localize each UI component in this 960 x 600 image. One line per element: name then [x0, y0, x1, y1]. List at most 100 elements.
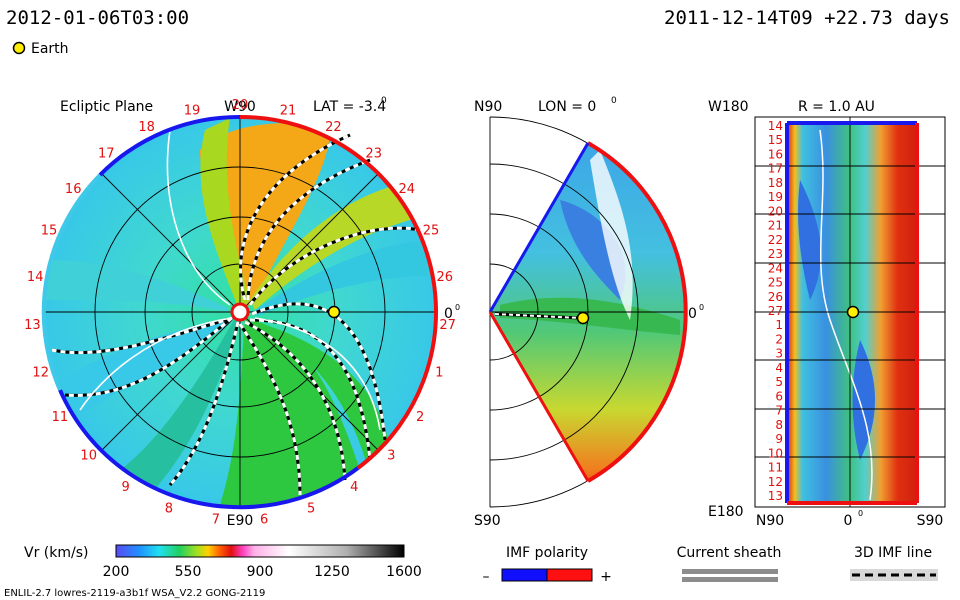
- ecliptic-lat: LAT = -3.4: [313, 99, 386, 115]
- rmap-xtick-0: 0: [844, 513, 853, 529]
- meridional-bottom-label: S90: [474, 513, 501, 529]
- rmap-y-tick-label: 14: [768, 119, 783, 133]
- rmap-bottom-label: E180: [708, 504, 744, 520]
- colorbar-tick-200: 200: [103, 564, 130, 580]
- ecliptic-imf-lines: [51, 133, 421, 496]
- meridional-right-degree: 0: [699, 303, 704, 312]
- imf-line-title: 3D IMF line: [854, 545, 932, 561]
- rmap-y-tick-label: 12: [768, 475, 783, 489]
- ecliptic-bottom-label: E90: [227, 513, 254, 529]
- current-sheath-swatch-2: [682, 577, 778, 582]
- imf-polarity-neg: –: [483, 569, 490, 585]
- rmap-y-tick-label: 26: [768, 290, 783, 304]
- ecliptic-current-sheath: [79, 129, 381, 431]
- rmap-y-tick-label: 22: [768, 233, 783, 247]
- rmap-y-tick-label: 13: [768, 489, 783, 503]
- ecliptic-sector-label: 3: [387, 449, 395, 464]
- ecliptic-sector-label: 21: [280, 104, 297, 119]
- rmap-y-tick-label: 5: [775, 375, 783, 389]
- rmap-y-tick-label: 8: [775, 418, 783, 432]
- r-map-panel: R = 1.0 AU W180 E180 1415161718192021222…: [708, 99, 946, 529]
- rmap-y-tick-label: 1: [775, 318, 783, 332]
- ecliptic-sector-label: 18: [138, 120, 155, 135]
- meridional-lon: LON = 0: [538, 99, 596, 115]
- earth-legend-icon: [12, 41, 26, 55]
- sun-inner-boundary: [230, 302, 250, 322]
- ecliptic-sector-label: 12: [32, 366, 49, 381]
- ecliptic-sector-label: 8: [165, 502, 173, 517]
- ecliptic-rim-polarity: [41, 114, 438, 510]
- colorbar-tick-900: 900: [247, 564, 274, 580]
- ecliptic-title: Ecliptic Plane: [60, 99, 153, 115]
- imf-polarity-pos-swatch: [546, 568, 593, 582]
- ecliptic-sector-label: 5: [307, 502, 315, 517]
- ecliptic-sector-label: 6: [260, 513, 268, 528]
- current-sheath-swatch-1: [682, 569, 778, 574]
- ecliptic-sector-label: 23: [365, 147, 382, 162]
- colorbar-tick-1600: 1600: [386, 564, 422, 580]
- imf-polarity-pos: +: [600, 569, 612, 585]
- run-info: 2011-12-14T09 +22.73 days: [664, 7, 950, 29]
- ecliptic-lat-degree: 0: [381, 96, 387, 106]
- colorbar-tick-1250: 1250: [314, 564, 350, 580]
- rmap-y-tick-label: 24: [768, 261, 783, 275]
- meridional-right-label: 0: [688, 306, 697, 322]
- rmap-xtick-n90: N90: [756, 513, 784, 529]
- rmap-y-tick-label: 23: [768, 247, 783, 261]
- earth-marker-meridional: [576, 311, 590, 325]
- meridional-rim: [587, 141, 688, 483]
- earth-legend-label: Earth: [31, 41, 69, 57]
- ecliptic-sector-label: 10: [80, 449, 97, 464]
- current-sheath-title: Current sheath: [677, 545, 782, 561]
- meridional-lon-degree: 0: [611, 96, 617, 106]
- earth-marker-ecliptic: [327, 305, 341, 319]
- ecliptic-right-label: 0: [444, 306, 453, 322]
- colorbar-gradient: [115, 544, 405, 558]
- imf-polarity-neg-swatch: [501, 568, 548, 582]
- imf-polarity-legend: IMF polarity – +: [483, 545, 612, 585]
- rmap-xtick-0-degree: 0: [858, 509, 863, 518]
- ecliptic-sector-label: 1: [435, 366, 443, 381]
- ecliptic-sector-label: 26: [437, 270, 454, 285]
- colorbar-label: Vr (km/s): [24, 545, 88, 561]
- ecliptic-sector-label: 9: [122, 480, 130, 495]
- ecliptic-sector-label: 15: [41, 224, 58, 239]
- ecliptic-sector-label: 25: [423, 224, 440, 239]
- rmap-y-tick-label: 9: [775, 432, 783, 446]
- timestamp: 2012-01-06T03:00: [6, 7, 189, 29]
- rmap-top-label: W180: [708, 99, 749, 115]
- ecliptic-sector-label: 14: [27, 270, 44, 285]
- rmap-y-tick-label: 15: [768, 133, 783, 147]
- colorbar: Vr (km/s) 200 550 900 1250 1600: [24, 544, 422, 580]
- ecliptic-sector-label: 16: [65, 182, 82, 197]
- ecliptic-sector-label: 27: [439, 318, 456, 333]
- meridional-top-label: N90: [474, 99, 502, 115]
- ecliptic-sector-label: 11: [52, 410, 69, 425]
- earth-marker-rmap: [846, 305, 860, 319]
- ecliptic-sector-label: 7: [212, 513, 220, 528]
- rmap-y-tick-label: 18: [768, 176, 783, 190]
- ecliptic-top-label: W90: [224, 99, 256, 115]
- rmap-y-tick-label: 11: [768, 461, 783, 475]
- colorbar-tick-550: 550: [175, 564, 202, 580]
- rmap-y-tick-label: 2: [775, 333, 783, 347]
- rmap-y-tick-label: 25: [768, 276, 783, 290]
- ecliptic-right-degree: 0: [455, 303, 460, 312]
- rmap-xtick-s90: S90: [917, 513, 944, 529]
- ecliptic-sector-label: 17: [98, 147, 115, 162]
- rmap-y-tick-label: 10: [768, 446, 783, 460]
- imf-line-legend: 3D IMF line: [850, 545, 938, 581]
- imf-polarity-title: IMF polarity: [506, 545, 588, 561]
- ecliptic-sector-label: 22: [325, 120, 342, 135]
- ecliptic-panel: Ecliptic Plane LAT = -3.4 0: [24, 96, 460, 529]
- rmap-y-tick-label: 7: [775, 404, 783, 418]
- rmap-title: R = 1.0 AU: [798, 99, 875, 115]
- rmap-y-tick-labels: 1415161718192021222324252627123456789101…: [768, 119, 783, 503]
- meridional-panel: LON = 0 0 N90 S90 0 0: [474, 96, 704, 529]
- ecliptic-sector-label: 19: [184, 104, 201, 119]
- rmap-y-tick-label: 21: [768, 219, 783, 233]
- footer-model-info: ENLIL-2.7 lowres-2119-a3b1f WSA_V2.2 GON…: [4, 588, 265, 599]
- rmap-y-tick-label: 17: [768, 162, 783, 176]
- rmap-y-tick-label: 27: [768, 304, 783, 318]
- rmap-y-tick-label: 19: [768, 190, 783, 204]
